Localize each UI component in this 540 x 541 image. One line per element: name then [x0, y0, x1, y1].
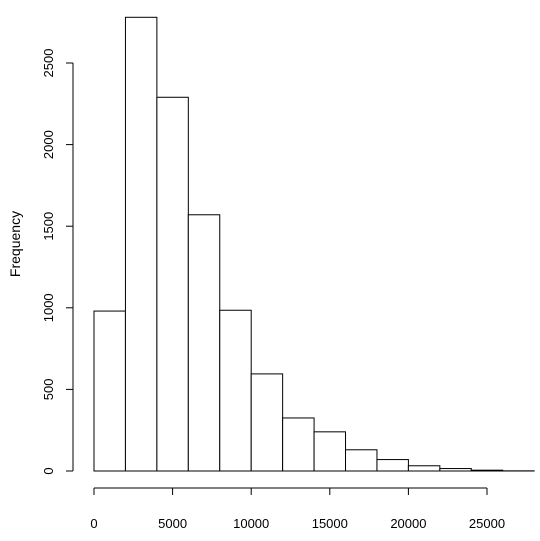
x-tick-label-1: 5000: [158, 516, 187, 531]
x-tick-label-4: 20000: [390, 516, 426, 531]
histogram-bar-12: [470, 469, 504, 472]
histogram-bar-3: [187, 214, 221, 472]
y-tick-label-4: 2000: [41, 130, 56, 159]
y-axis-ticks: 0 500 1000 1500 2000 2500: [41, 49, 73, 475]
x-tick-label-2: 10000: [233, 516, 269, 531]
y-tick-label-1: 500: [41, 379, 56, 401]
y-tick-label-0: 0: [41, 467, 56, 474]
histogram-bar-2: [156, 96, 189, 472]
y-axis-title: Frequency: [7, 211, 23, 277]
histogram-bar-8: [345, 449, 378, 472]
bars-group: [93, 16, 535, 472]
histogram-bar-11: [439, 468, 472, 472]
histogram-bar-0: [93, 310, 126, 472]
histogram-bar-10: [407, 465, 441, 472]
histogram-bar-1: [124, 16, 158, 472]
histogram-bar-4: [219, 309, 252, 472]
x-tick-label-5: 25000: [469, 516, 505, 531]
y-tick-label-2: 1000: [41, 293, 56, 322]
x-tick-label-0: 0: [90, 516, 97, 531]
y-tick-label-5: 2500: [41, 49, 56, 78]
histogram-bar-9: [376, 459, 409, 472]
histogram-bar-5: [250, 373, 284, 472]
y-tick-label-3: 1500: [41, 212, 56, 241]
histogram-bar-7: [313, 431, 347, 472]
x-tick-label-3: 15000: [312, 516, 348, 531]
x-axis-ticks: 0 5000 10000 15000 20000 25000: [90, 488, 505, 531]
histogram-bar-6: [282, 417, 315, 472]
